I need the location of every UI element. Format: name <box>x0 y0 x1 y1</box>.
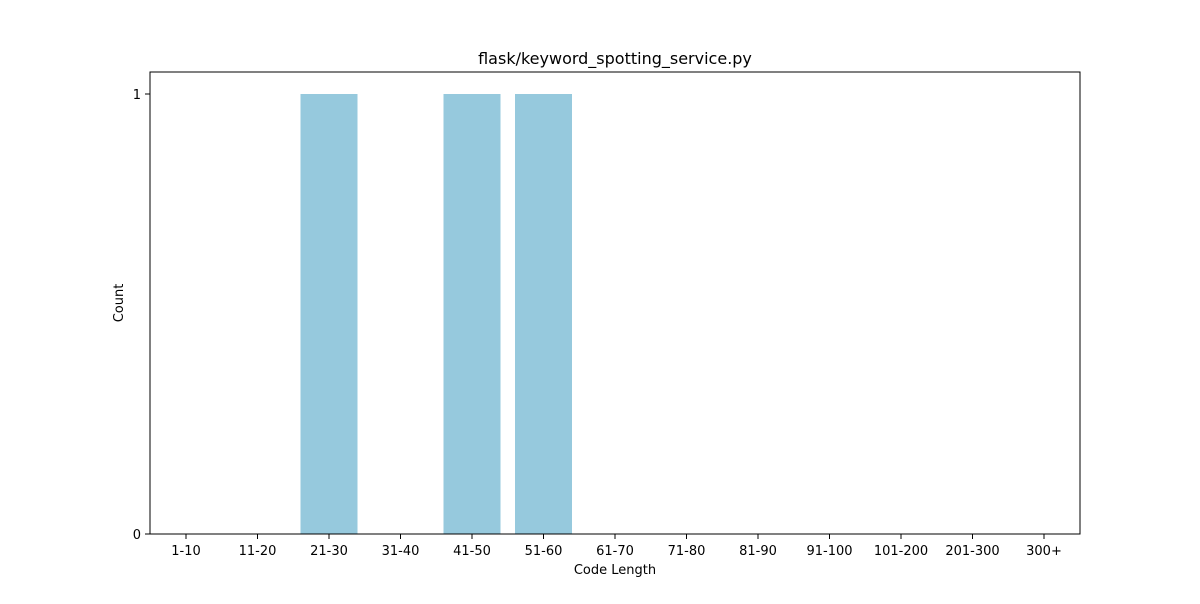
x-tick-label: 300+ <box>1026 544 1062 559</box>
y-axis-ticks: 01 <box>133 88 150 543</box>
bar-41-50 <box>443 94 501 534</box>
x-tick-label: 1-10 <box>171 544 201 559</box>
y-tick-label: 1 <box>133 88 141 103</box>
x-tick-label: 11-20 <box>239 544 277 559</box>
x-axis-label: Code Length <box>574 563 656 578</box>
x-tick-label: 31-40 <box>382 544 420 559</box>
x-tick-label: 41-50 <box>453 544 491 559</box>
bar-21-30 <box>300 94 358 534</box>
x-tick-label: 61-70 <box>596 544 634 559</box>
x-tick-label: 71-80 <box>668 544 706 559</box>
x-tick-label: 51-60 <box>525 544 563 559</box>
x-tick-label: 101-200 <box>874 544 928 559</box>
x-tick-label: 81-90 <box>739 544 777 559</box>
y-tick-label: 0 <box>133 528 141 543</box>
x-axis-ticks: 1-10 11-20 21-30 31-40 41-50 51-60 61-70 71-80 8… <box>171 534 1062 559</box>
y-axis-label: Count <box>112 284 127 323</box>
x-tick-label: 201-300 <box>945 544 999 559</box>
x-tick-label: 91-100 <box>806 544 852 559</box>
bar-51-60 <box>515 94 572 534</box>
bars-layer <box>300 94 572 534</box>
x-tick-label: 21-30 <box>310 544 348 559</box>
chart-title: flask/keyword_spotting_service.py <box>478 49 752 69</box>
